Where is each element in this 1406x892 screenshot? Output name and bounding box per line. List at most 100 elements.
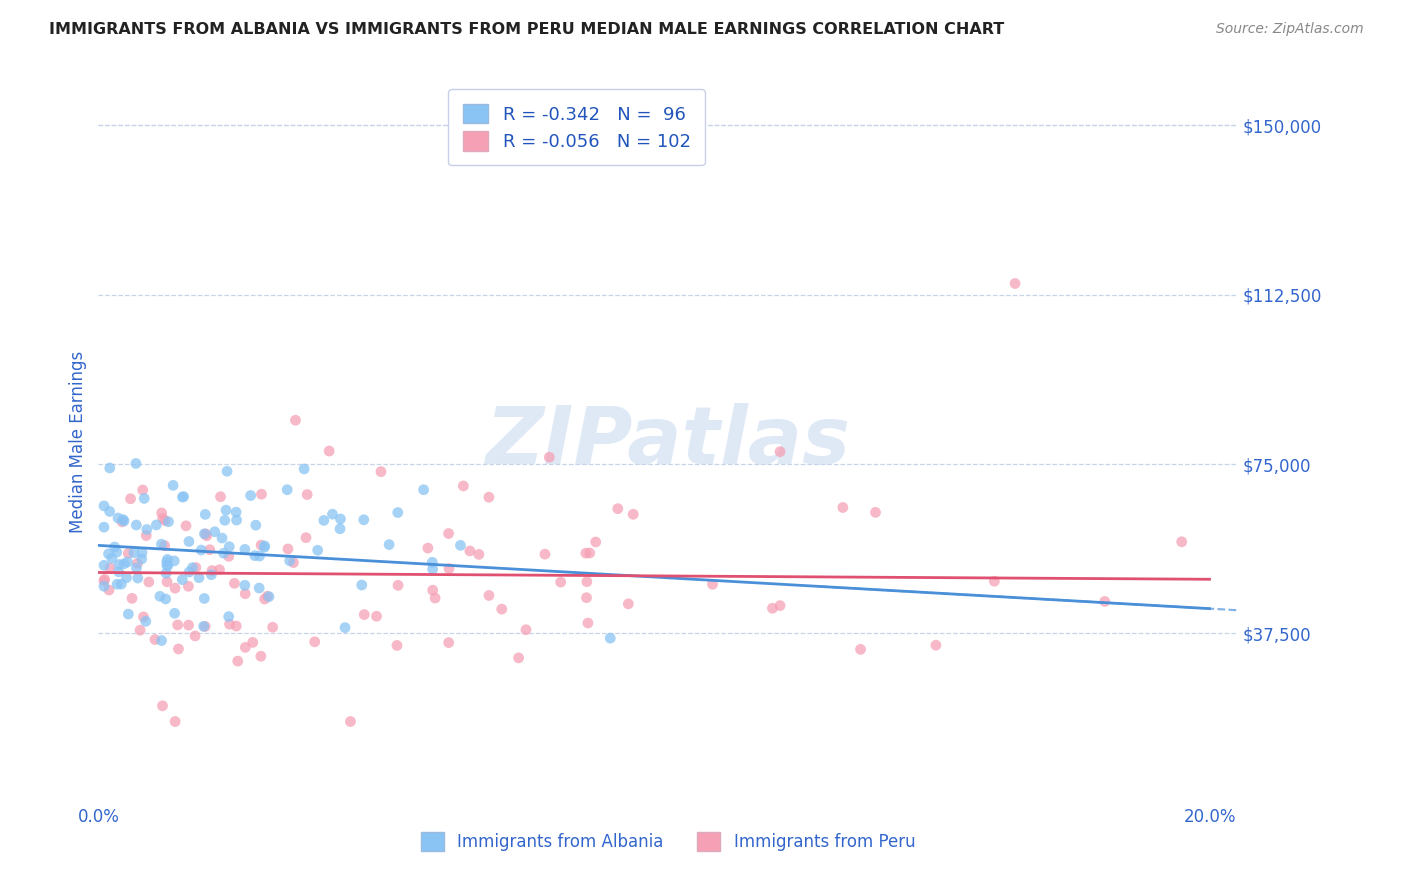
Point: [194, 508, 217, 522]
Point: [155, 592, 177, 607]
Point: [295, 487, 318, 501]
Point: [93, 579, 115, 593]
Point: [312, 513, 335, 527]
Point: [575, 591, 598, 605]
Point: [250, 487, 273, 501]
Point: [385, 639, 408, 653]
Point: [250, 649, 273, 664]
Point: [135, 528, 157, 542]
Point: [125, 518, 148, 533]
Point: [276, 483, 298, 497]
Point: [112, 557, 135, 571]
Point: [172, 573, 194, 587]
Point: [257, 590, 280, 604]
Point: [93, 574, 115, 588]
Point: [98, 582, 121, 597]
Point: [135, 615, 157, 629]
Point: [212, 546, 235, 560]
Point: [416, 541, 439, 555]
Point: [437, 526, 460, 541]
Point: [181, 560, 204, 574]
Y-axis label: Median Male Earnings: Median Male Earnings: [69, 351, 87, 533]
Point: [243, 549, 266, 563]
Point: [97, 547, 120, 561]
Point: [150, 506, 173, 520]
Point: [111, 515, 134, 529]
Point: [262, 620, 284, 634]
Point: [599, 631, 621, 645]
Point: [200, 567, 222, 582]
Point: [353, 607, 375, 622]
Point: [208, 563, 231, 577]
Point: [93, 558, 115, 573]
Point: [321, 507, 343, 521]
Point: [173, 490, 195, 504]
Point: [329, 512, 352, 526]
Point: [165, 714, 187, 729]
Point: [277, 541, 299, 556]
Point: [249, 549, 271, 563]
Point: [769, 444, 792, 458]
Point: [449, 538, 471, 552]
Point: [1170, 534, 1192, 549]
Point: [105, 577, 128, 591]
Point: [284, 413, 307, 427]
Point: [117, 546, 139, 560]
Point: [233, 640, 256, 655]
Point: [153, 514, 176, 528]
Point: [292, 462, 315, 476]
Point: [156, 555, 179, 569]
Point: [204, 524, 226, 539]
Point: [478, 589, 501, 603]
Point: [239, 489, 262, 503]
Point: [218, 617, 240, 632]
Point: [209, 490, 232, 504]
Point: [478, 490, 501, 504]
Point: [134, 491, 156, 506]
Point: [578, 546, 600, 560]
Point: [769, 599, 792, 613]
Point: [491, 602, 513, 616]
Point: [387, 506, 409, 520]
Point: [132, 610, 155, 624]
Point: [215, 464, 238, 478]
Point: [534, 547, 557, 561]
Point: [224, 576, 246, 591]
Point: [412, 483, 434, 497]
Point: [149, 590, 172, 604]
Point: [184, 560, 207, 574]
Point: [155, 566, 177, 581]
Point: [423, 591, 446, 605]
Point: [125, 457, 148, 471]
Point: [1004, 277, 1026, 291]
Point: [218, 609, 240, 624]
Point: [215, 503, 238, 517]
Point: [152, 698, 174, 713]
Point: [172, 490, 194, 504]
Point: [233, 542, 256, 557]
Point: [166, 618, 188, 632]
Point: [120, 491, 142, 506]
Point: [198, 542, 221, 557]
Point: [167, 642, 190, 657]
Point: [104, 540, 127, 554]
Point: [184, 629, 207, 643]
Point: [422, 562, 444, 576]
Point: [156, 552, 179, 566]
Point: [233, 587, 256, 601]
Point: [575, 574, 598, 589]
Point: [242, 635, 264, 649]
Point: [339, 714, 361, 729]
Point: [925, 638, 948, 652]
Point: [250, 538, 273, 552]
Point: [550, 575, 572, 590]
Point: [211, 531, 233, 545]
Point: [101, 551, 124, 566]
Point: [108, 558, 131, 572]
Point: [225, 619, 247, 633]
Point: [353, 513, 375, 527]
Point: [194, 527, 217, 541]
Point: [350, 578, 373, 592]
Point: [329, 522, 352, 536]
Point: [129, 623, 152, 637]
